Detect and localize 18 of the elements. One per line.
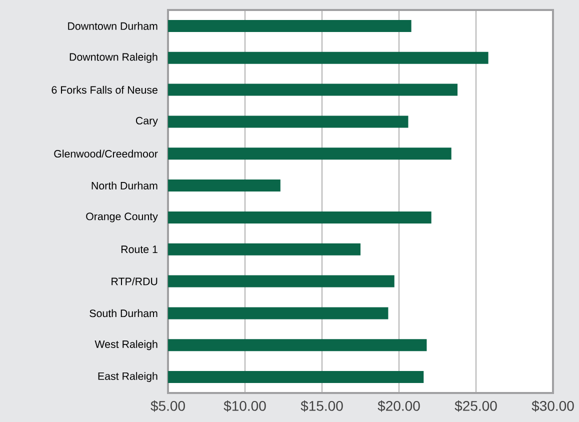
y-tick-label: RTP/RDU [112,277,158,286]
y-tick-label: Downtown Durham [68,22,158,30]
x-tick-label: $10.00 [224,400,266,412]
x-tick-label: $20.00 [378,400,420,412]
y-tick-label: Route 1 [121,246,158,254]
x-tick-label: $25.00 [454,400,497,412]
x-tick-label: $5.00 [150,400,185,412]
y-tick-label: Cary [136,116,158,127]
x-tick-label: $30.00 [532,400,574,412]
y-tick-label: South Durham [90,309,158,318]
y-tick-label: East Raleigh [98,372,158,382]
y-tick-label: Glenwood/Creedmoor [54,150,158,158]
y-tick-label: Orange County [86,212,158,222]
y-tick-label: North Durham [92,182,158,190]
y-tick-label: Downtown Raleigh [70,52,158,63]
x-tick-label: $15.00 [300,400,343,412]
y-tick-label: West Raleigh [94,340,158,350]
y-tick-label: 6 Forks Falls of Neuse [52,86,158,94]
